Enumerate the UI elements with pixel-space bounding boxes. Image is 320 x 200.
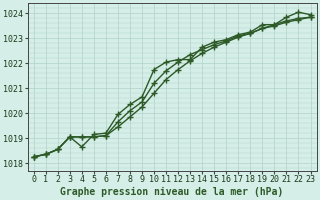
X-axis label: Graphe pression niveau de la mer (hPa): Graphe pression niveau de la mer (hPa) — [60, 186, 284, 197]
